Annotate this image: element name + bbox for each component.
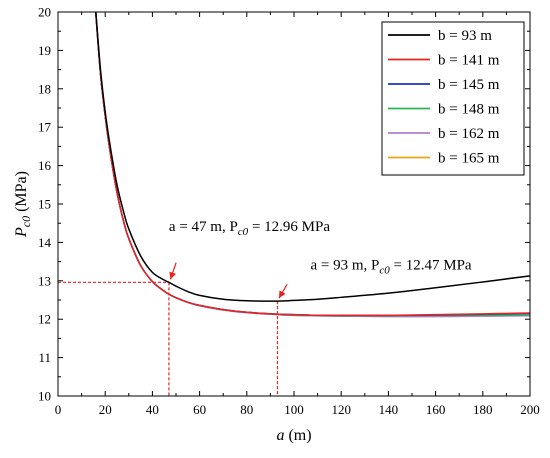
- y-tick-label: 11: [38, 350, 51, 365]
- series-line-b93: [95, 12, 530, 302]
- annotation-label: a = 93 m, Pc0 = 12.47 MPa: [311, 257, 472, 276]
- annotation-arrowhead: [169, 271, 177, 280]
- x-tick-label: 60: [193, 402, 206, 417]
- x-axis-title: a (m): [276, 427, 311, 444]
- series-line-b141: [95, 12, 530, 317]
- x-tick-label: 120: [331, 402, 351, 417]
- x-tick-label: 200: [520, 402, 540, 417]
- legend-label-b162: b = 162 m: [438, 126, 500, 142]
- legend-label-b165: b = 165 m: [438, 151, 500, 167]
- annotation-guides: [58, 281, 279, 396]
- x-tick-label: 20: [99, 402, 112, 417]
- legend-label-b93: b = 93 m: [438, 28, 492, 44]
- annotation-label: a = 47 m, Pc0 = 12.96 MPa: [169, 219, 330, 238]
- x-tick-label: 80: [240, 402, 253, 417]
- y-tick-label: 14: [38, 235, 52, 250]
- y-tick-label: 20: [38, 5, 51, 20]
- ticks: 0 20 40 60 80 100 120 140 160 180 200 10 11 12 13 14 15 1…: [38, 5, 540, 418]
- x-tick-label: 40: [146, 402, 159, 417]
- annotation-arrowhead: [278, 290, 286, 299]
- y-axis-title: Pc0 (MPa): [13, 171, 33, 238]
- y-tick-label: 15: [38, 197, 51, 212]
- x-tick-label: 140: [379, 402, 399, 417]
- y-tick-label: 12: [38, 312, 51, 327]
- series-lines: [95, 12, 530, 318]
- x-tick-label: 0: [55, 402, 62, 417]
- x-tick-label: 180: [473, 402, 493, 417]
- y-tick-label: 17: [38, 120, 52, 135]
- legend-label-b145: b = 145 m: [438, 77, 500, 93]
- axis-titles: a (m) Pc0 (MPa): [13, 171, 312, 444]
- y-tick-label: 18: [38, 81, 51, 96]
- legend: b = 93 m b = 141 m b = 145 m b = 148 m b = 1…: [381, 21, 525, 176]
- annotation-arrows: [169, 262, 288, 299]
- legend-label-b141: b = 141 m: [438, 53, 500, 69]
- y-tick-label: 10: [38, 389, 51, 404]
- x-tick-label: 160: [426, 402, 446, 417]
- annotation-labels: a = 47 m, Pc0 = 12.96 MPa a = 93 m, Pc0 =…: [169, 219, 472, 276]
- y-tick-label: 19: [38, 43, 51, 58]
- legend-label-b148: b = 148 m: [438, 102, 500, 118]
- y-tick-label: 16: [38, 158, 52, 173]
- legend-box: [381, 21, 525, 176]
- y-tick-label: 13: [38, 273, 51, 288]
- x-tick-label: 100: [284, 402, 304, 417]
